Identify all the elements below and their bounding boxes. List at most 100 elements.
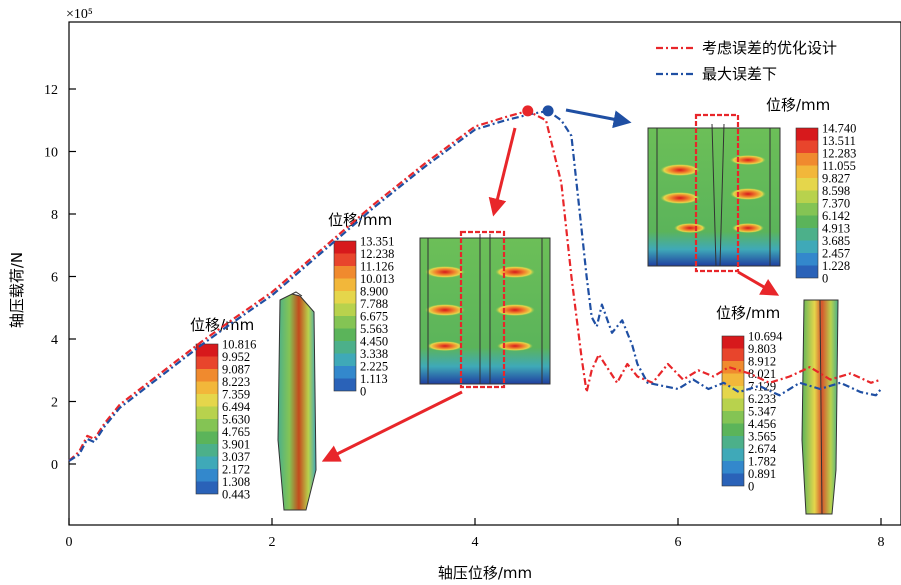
colorbar-value: 10.816 [222,338,256,352]
colorbar-swatch [722,473,744,486]
colorbar-swatch [722,448,744,461]
colorbar-swatch [196,394,218,407]
colorbar-value: 6.675 [360,310,388,324]
colorbar-swatch [722,398,744,411]
colorbar-value: 5.630 [222,413,250,427]
fe-inset-column-right [801,299,839,515]
y-tick-label: 0 [51,458,58,473]
colorbar-value: 3.338 [360,347,388,361]
ticks-layer: 0 2 4 6 8 0 2 4 6 8 10 12 [44,83,885,550]
multiplier-label: ×10⁵ [66,7,93,22]
colorbar-swatch [722,348,744,361]
y-axis-title: 轴压载荷/N [8,252,26,328]
colorbar-swatch [722,436,744,449]
colorbar-value: 7.788 [360,297,388,311]
colorbar-outline [333,240,357,392]
colorbar-value: 14.740 [822,122,856,136]
colorbar-value: 9.827 [822,172,850,186]
colorbar-swatch [196,381,218,394]
colorbar-swatch [196,419,218,432]
colorbar-value: 0 [822,272,828,286]
colorbar-value: 10.694 [748,330,783,344]
series-line-2 [68,109,882,462]
colorbar-swatch [796,203,818,216]
colorbar-value: 6.142 [822,209,850,223]
colorbar-value: 0.443 [222,488,250,502]
colorbar-swatch [196,481,218,494]
colorbar-value: 8.021 [748,367,776,381]
y-tick-label: 12 [44,83,58,98]
arrow-red-to-right [737,270,780,296]
colorbar-swatch [796,165,818,178]
colorbar-outline [795,127,819,279]
colorbar-swatch [334,328,356,341]
colorbar-value: 4.450 [360,335,388,349]
plot-frame [68,21,901,526]
colorbar-swatch [722,336,744,349]
colorbar-value: 9.087 [222,363,250,377]
x-axis-title: 轴压位移/mm [438,564,532,582]
colorbar-swatch [796,228,818,241]
colorbar-swatch [196,356,218,369]
fe-inset-panel-right [647,113,781,273]
colorbar-title: 位移/mm [190,316,254,334]
colorbar-value: 0.891 [748,467,776,481]
colorbar-swatch [196,444,218,457]
colorbar-swatch [196,456,218,469]
colorbar-value: 0 [748,480,754,494]
colorbar-outline [721,335,745,487]
colorbar-swatch [796,240,818,253]
colorbar-value: 10.013 [360,272,394,286]
x-tick-label: 0 [66,535,73,550]
colorbar-title: 位移/mm [766,96,830,114]
colorbar-swatch [334,241,356,254]
colorbar-2: 位移/mm13.35112.23811.12610.0138.9007.7886… [328,211,394,399]
arrow-blue-to-right [565,108,632,129]
colorbar-swatch [722,361,744,374]
colorbar-value: 7.359 [222,388,250,402]
colorbar-value: 9.952 [222,350,250,364]
colorbar-value: 13.351 [360,235,394,249]
colorbar-value: 1.228 [822,259,850,273]
colorbar-swatch [334,266,356,279]
colorbar-value: 6.494 [222,400,251,414]
colorbar-swatch [196,406,218,419]
y-tick-label: 6 [51,271,58,286]
colorbar-swatch [796,253,818,266]
colorbar-swatch [334,366,356,379]
colorbar-value: 2.674 [748,442,777,456]
colorbar-value: 8.598 [822,184,850,198]
y-tick-label: 8 [51,208,58,223]
fe-inset-panel-middle [419,230,551,389]
legend: 考虑误差的优化设计 最大误差下 [656,39,837,83]
colorbar-value: 11.055 [822,159,856,173]
colorbar-swatch [796,215,818,228]
peak-marker-1 [522,105,534,117]
colorbar-swatch [196,431,218,444]
colorbars-layer: 位移/mm 10.8169.9529.0878.2237.3596.4945.63… [190,96,856,502]
colorbar-swatch [334,378,356,391]
colorbar-swatch [796,265,818,278]
colorbar-swatch [196,469,218,482]
series-layer [68,105,882,462]
fe-inset-column-left [277,291,317,511]
colorbar-swatch [334,291,356,304]
colorbar-value: 1.308 [222,475,250,489]
arrow-red-to-left [321,390,463,462]
colorbar-outline [195,343,219,495]
legend-label-optimized: 考虑误差的优化设计 [702,39,837,57]
colorbar-value: 8.223 [222,375,250,389]
colorbar-swatch [722,373,744,386]
y-tick-label: 10 [44,146,58,161]
colorbar-4: 位移/mm10.6949.8038.9128.0217.1296.2335.34… [716,304,783,494]
colorbar-value: 2.172 [222,463,250,477]
colorbar-swatch [796,153,818,166]
colorbar-swatch [722,411,744,424]
colorbar-swatch [796,128,818,141]
colorbar-1: 位移/mm 10.8169.9529.0878.2237.3596.4945.63… [190,316,256,502]
colorbar-value: 9.803 [748,342,776,356]
colorbar-swatch [196,344,218,357]
y-tick-label: 4 [51,333,58,348]
colorbar-value: 0 [360,385,366,399]
